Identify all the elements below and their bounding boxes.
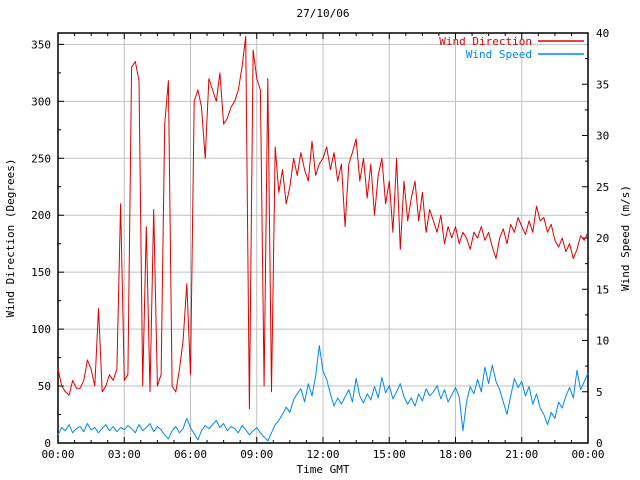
y-left-tick-label: 100 [31, 323, 51, 336]
y-left-tick-label: 0 [44, 437, 51, 450]
y-right-tick-label: 0 [596, 437, 603, 450]
y-right-tick-label: 30 [596, 130, 609, 143]
y-left-tick-label: 150 [31, 266, 51, 279]
series-wind-direction [57, 35, 589, 410]
y-left-tick-label: 250 [31, 152, 51, 165]
y-right-tick-label: 35 [596, 78, 609, 91]
x-tick-label: 12:00 [306, 448, 339, 461]
legend: Wind Direction Wind Speed [439, 35, 584, 61]
x-tick-label: 00:00 [571, 448, 604, 461]
left-axis-title: Wind Direction (Degrees) [4, 159, 17, 318]
series-lines [57, 35, 589, 442]
x-tick-label: 03:00 [108, 448, 141, 461]
y-right-tick-label: 15 [596, 283, 609, 296]
x-tick-label: 21:00 [505, 448, 538, 461]
x-tick-label: 00:00 [41, 448, 74, 461]
y-right-tick-label: 40 [596, 27, 609, 40]
y-right-tick-label: 25 [596, 181, 609, 194]
y-right-tick-label: 5 [596, 386, 603, 399]
y-left-tick-label: 50 [38, 380, 51, 393]
y-right-tick-label: 10 [596, 335, 609, 348]
series-wind-speed [57, 345, 589, 442]
tick-labels: 00:00 03:00 06:00 09:00 12:00 15:00 18:00 21:00… [31, 27, 609, 461]
y-left-tick-label: 200 [31, 209, 51, 222]
legend-label-wind-direction: Wind Direction [439, 35, 532, 48]
chart-title: 27/10/06 [297, 7, 350, 20]
x-tick-label: 06:00 [174, 448, 207, 461]
y-right-tick-label: 20 [596, 232, 609, 245]
y-left-tick-label: 300 [31, 95, 51, 108]
legend-label-wind-speed: Wind Speed [466, 48, 532, 61]
gridlines [58, 33, 588, 443]
x-tick-label: 18:00 [439, 448, 472, 461]
y-left-tick-label: 350 [31, 38, 51, 51]
x-axis-title: Time GMT [297, 463, 350, 476]
x-tick-label: 15:00 [373, 448, 406, 461]
x-tick-label: 09:00 [240, 448, 273, 461]
axis-ticks [57, 32, 589, 444]
right-axis-title: Wind Speed (m/s) [619, 185, 632, 291]
